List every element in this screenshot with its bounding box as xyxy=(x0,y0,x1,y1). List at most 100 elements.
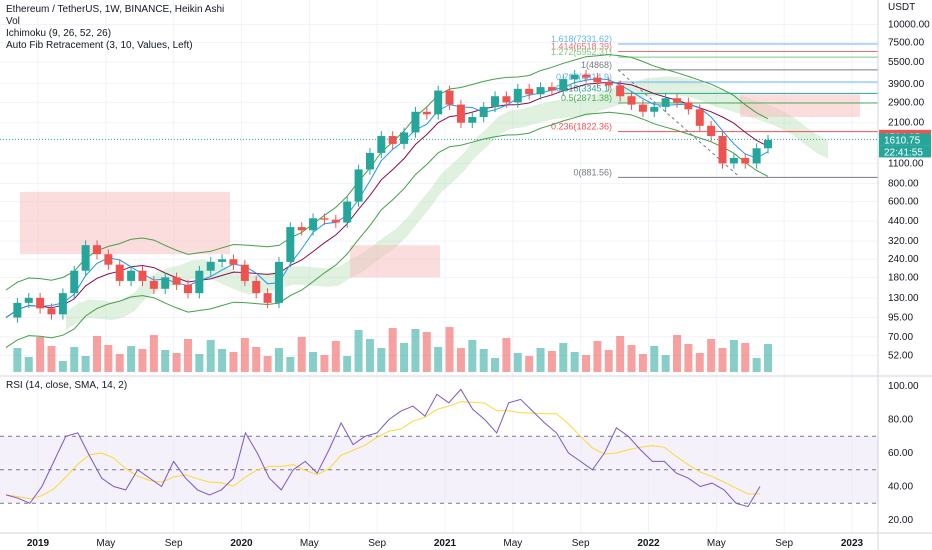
candle-body xyxy=(252,280,261,294)
volume-bar xyxy=(252,347,261,372)
volume-bar xyxy=(752,358,761,372)
candle-body xyxy=(491,96,500,107)
candle-body xyxy=(365,152,374,170)
volume-bar xyxy=(559,343,568,372)
volume-legend[interactable]: Vol xyxy=(6,16,20,27)
rsi-pane xyxy=(0,388,878,508)
volume-bar xyxy=(365,339,374,372)
volume-bar xyxy=(149,335,158,372)
candle-body xyxy=(161,277,170,289)
candle-body xyxy=(206,261,215,271)
time-tick-label: 2023 xyxy=(841,538,864,549)
candle-body xyxy=(536,87,545,95)
price-tick-label: 2100.00 xyxy=(888,118,925,129)
volume-bar xyxy=(274,348,283,372)
volume-bar xyxy=(400,343,409,372)
candle-body xyxy=(593,77,602,83)
candle-body xyxy=(525,88,534,95)
price-tick-label: 440.00 xyxy=(888,216,919,227)
candle-body xyxy=(263,293,272,303)
rsi-legend[interactable]: RSI (14, close, SMA, 14, 2) xyxy=(6,380,128,391)
candle-body xyxy=(411,111,420,133)
volume-bars xyxy=(13,327,772,372)
volume-bar xyxy=(456,348,465,372)
symbol-legend[interactable]: Ethereum / TetherUS, 1W, BINANCE, Heikin… xyxy=(6,4,225,15)
time-tick-label: May xyxy=(300,538,319,549)
volume-bar xyxy=(240,338,249,372)
volume-bar xyxy=(445,327,454,372)
ichimoku-legend[interactable]: Ichimoku (9, 26, 52, 26) xyxy=(6,28,112,39)
currency-label: USDT xyxy=(888,2,915,13)
rsi-ma-line xyxy=(5,401,760,500)
price-tick-label: 3900.00 xyxy=(888,79,925,90)
candle-body xyxy=(58,293,67,315)
rsi-tick-label: 20.00 xyxy=(888,515,913,526)
volume-bar xyxy=(161,350,170,372)
volume-bar xyxy=(741,343,750,372)
price-tick-label: 2900.00 xyxy=(888,97,925,108)
fib-level-label: 1.272(5952.31) xyxy=(551,47,612,57)
time-tick-label: May xyxy=(96,538,115,549)
candle-body xyxy=(240,264,249,281)
volume-bar xyxy=(434,347,443,372)
time-tick-label: 2022 xyxy=(637,538,660,549)
candle-body xyxy=(149,280,158,289)
time-tick-label: Sep xyxy=(165,538,183,549)
candle-body xyxy=(570,74,579,80)
rsi-tick-label: 40.00 xyxy=(888,482,913,493)
candle-body xyxy=(638,104,647,112)
volume-bar xyxy=(593,341,602,372)
rsi-tick-label: 80.00 xyxy=(888,415,913,426)
candle-body xyxy=(468,117,477,123)
candle-body xyxy=(229,259,238,265)
volume-bar xyxy=(411,329,420,372)
price-tick-label: 7500.00 xyxy=(888,38,925,49)
volume-bar xyxy=(570,352,579,372)
volume-bar xyxy=(331,341,340,372)
volume-bar xyxy=(491,358,500,372)
candle-body xyxy=(172,277,181,285)
candle-body xyxy=(183,284,192,294)
candle-body xyxy=(388,136,397,144)
volume-bar xyxy=(502,338,511,372)
price-tick-label: 52.00 xyxy=(888,350,913,361)
volume-bar xyxy=(604,350,613,372)
candle-body xyxy=(764,139,772,149)
price-tag-bg xyxy=(879,145,931,158)
volume-bar xyxy=(661,355,670,372)
candle-body xyxy=(138,270,147,281)
candle-body xyxy=(218,259,227,262)
ichimoku-cloud xyxy=(20,76,860,331)
price-tick-label: 130.00 xyxy=(888,293,919,304)
fib-level-label: 0.5(2871.38) xyxy=(561,93,612,103)
candle-body xyxy=(479,106,488,118)
volume-bar xyxy=(388,328,397,372)
volume-bar xyxy=(70,347,79,372)
candle-body xyxy=(707,125,716,137)
ichimoku-conversion-line xyxy=(5,77,769,319)
volume-bar xyxy=(729,340,738,372)
candle-body xyxy=(502,96,511,103)
price-tick-label: 10000.00 xyxy=(888,20,930,31)
candle-body xyxy=(286,227,295,262)
volume-bar xyxy=(479,349,488,372)
price-tick-label: 70.00 xyxy=(888,332,913,343)
candle-body xyxy=(377,136,386,153)
volume-bar xyxy=(422,332,431,372)
candle-body xyxy=(104,254,113,265)
volume-bar xyxy=(218,349,227,372)
candle-body xyxy=(684,102,693,110)
time-tick-label: Sep xyxy=(775,538,793,549)
volume-bar xyxy=(343,356,352,372)
price-tick-label: 95.00 xyxy=(888,313,913,324)
candle-body xyxy=(309,218,318,231)
volume-bar xyxy=(286,357,295,372)
time-tick-label: 2019 xyxy=(27,538,50,549)
candle-body xyxy=(559,79,568,91)
time-tick-label: Sep xyxy=(572,538,590,549)
ichimoku-lines xyxy=(5,54,769,349)
fib-legend[interactable]: Auto Fib Retracement (3, 10, Values, Lef… xyxy=(6,40,193,51)
rsi-line xyxy=(5,388,761,508)
